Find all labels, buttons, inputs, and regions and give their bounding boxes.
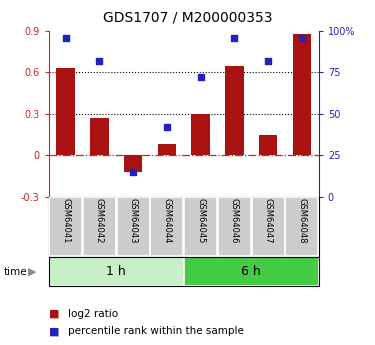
Text: 1 h: 1 h <box>106 265 126 278</box>
Text: GSM64045: GSM64045 <box>196 198 205 244</box>
Point <box>198 75 204 80</box>
FancyBboxPatch shape <box>218 197 251 256</box>
FancyBboxPatch shape <box>252 197 285 256</box>
FancyBboxPatch shape <box>184 197 217 256</box>
Bar <box>184 257 319 286</box>
Bar <box>56 68 75 155</box>
FancyBboxPatch shape <box>83 197 116 256</box>
Text: 6 h: 6 h <box>242 265 261 278</box>
Point <box>96 58 102 63</box>
Bar <box>49 257 184 286</box>
Point <box>265 58 271 63</box>
Text: GSM64044: GSM64044 <box>162 198 171 244</box>
Bar <box>124 155 142 172</box>
Bar <box>90 118 109 155</box>
Text: GSM64041: GSM64041 <box>61 198 70 244</box>
Text: GDS1707 / M200000353: GDS1707 / M200000353 <box>103 10 272 24</box>
Point <box>63 35 69 40</box>
Text: GSM64043: GSM64043 <box>129 198 138 244</box>
Text: log2 ratio: log2 ratio <box>68 309 118 319</box>
Text: time: time <box>4 267 27 277</box>
Text: GSM64046: GSM64046 <box>230 198 239 244</box>
Bar <box>225 66 244 155</box>
Point <box>130 169 136 175</box>
Text: ■: ■ <box>49 326 59 336</box>
Point <box>231 35 237 40</box>
Bar <box>158 144 176 155</box>
Point <box>299 35 305 40</box>
FancyBboxPatch shape <box>285 197 318 256</box>
Text: percentile rank within the sample: percentile rank within the sample <box>68 326 243 336</box>
FancyBboxPatch shape <box>150 197 183 256</box>
Bar <box>259 135 278 155</box>
Text: GSM64042: GSM64042 <box>95 198 104 244</box>
Text: GSM64047: GSM64047 <box>264 198 273 244</box>
Point <box>164 124 170 130</box>
Text: ■: ■ <box>49 309 59 319</box>
Bar <box>292 34 311 155</box>
Text: ▶: ▶ <box>28 267 37 277</box>
FancyBboxPatch shape <box>117 197 150 256</box>
Text: GSM64048: GSM64048 <box>297 198 306 244</box>
FancyBboxPatch shape <box>49 197 82 256</box>
Bar <box>191 114 210 155</box>
